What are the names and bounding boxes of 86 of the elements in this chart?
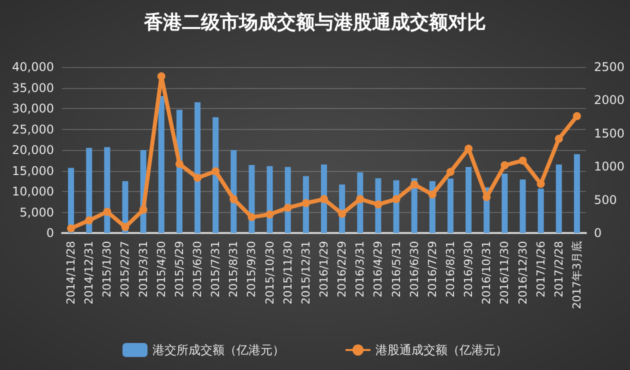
y2-tick-label: 1500: [594, 126, 625, 140]
x-tick-label: 2016/5/31: [390, 241, 403, 298]
point: [103, 208, 112, 216]
legend-label: 港股通成交额（亿港元）: [376, 343, 508, 357]
x-tick-label: 2015/2/27: [118, 241, 132, 298]
point: [536, 180, 545, 188]
y-tick-label: 30,000: [12, 102, 54, 116]
bar: [86, 148, 92, 233]
point: [356, 195, 364, 204]
x-tick-label: 2015/9/30: [245, 241, 258, 298]
point: [320, 195, 328, 204]
x-tick-label: 2014/12/31: [82, 241, 96, 304]
x-tick-label: 2016/12/30: [516, 241, 530, 304]
x-tick-label: 2015/11/30: [281, 241, 294, 304]
bar: [194, 102, 201, 233]
bar: [574, 154, 580, 233]
y-tick-label: 15,000: [12, 164, 54, 178]
chart-title: 香港二级市场成交额与港股通成交额对比: [143, 12, 486, 34]
point: [230, 195, 238, 204]
bar: [466, 167, 472, 233]
x-tick-label: 2015/7/31: [209, 241, 222, 298]
x-tick-label: 2016/1/29: [318, 241, 330, 298]
point: [410, 180, 418, 189]
point: [446, 168, 454, 176]
bar: [158, 96, 164, 233]
y-tick-label: 0: [46, 226, 54, 240]
bar: [520, 179, 526, 233]
x-tick-label: 2017/1/26: [534, 241, 548, 298]
point: [194, 174, 202, 182]
x-tick-label: 2016/9/30: [462, 241, 476, 298]
x-tick-label: 2016/7/29: [426, 241, 439, 298]
legend-label: 港交所成交额（亿港元）: [152, 343, 284, 357]
x-tick-label: 2015/5/29: [172, 241, 186, 298]
x-tick-label: 2016/2/29: [336, 241, 349, 298]
point: [572, 112, 581, 120]
point: [428, 190, 436, 198]
y2-tick-label: 2000: [594, 93, 625, 108]
y2-tick-label: 500: [594, 192, 617, 207]
x-tick-label: 2016/3/31: [354, 241, 367, 298]
point: [248, 213, 256, 222]
x-tick-label: 2015/12/31: [299, 241, 312, 304]
point: [518, 156, 527, 165]
bar: [556, 164, 562, 233]
point: [284, 204, 292, 212]
point: [554, 134, 563, 143]
x-tick-label: 2015/3/31: [136, 241, 150, 298]
bar: [502, 174, 508, 233]
y-tick-label: 35,000: [12, 80, 54, 95]
point: [374, 200, 382, 208]
y2-tick-label: 0: [594, 226, 602, 240]
y-tick-label: 40,000: [12, 60, 54, 74]
y-tick-label: 10,000: [12, 184, 54, 198]
point: [157, 72, 166, 80]
point: [338, 210, 346, 218]
bar: [538, 188, 544, 233]
x-tick-label: 2015/4/30: [154, 241, 168, 298]
point: [266, 210, 274, 218]
point: [392, 195, 400, 204]
bar: [212, 117, 219, 233]
point: [500, 161, 509, 170]
y-tick-label: 20,000: [12, 143, 54, 157]
point: [302, 199, 310, 208]
point: [85, 216, 94, 224]
x-tick-label: 2014/11/28: [64, 241, 78, 304]
x-tick-label: 2015/10/30: [263, 241, 276, 304]
x-tick-label: 2017/2/28: [552, 241, 566, 298]
x-tick-label: 2016/10/31: [480, 241, 494, 304]
point: [121, 223, 130, 232]
x-tick-label: 2016/4/29: [372, 241, 385, 298]
y2-tick-label: 1000: [594, 160, 625, 174]
point: [212, 167, 220, 176]
x-tick-label: 2016/6/30: [408, 241, 421, 298]
x-tick-label: 2016/11/30: [498, 241, 512, 304]
x-tick-label: 2015/6/30: [191, 241, 204, 298]
bar: [447, 178, 454, 233]
x-tick-label: 2017年3月底: [570, 241, 584, 309]
y-tick-label: 5,000: [20, 205, 54, 220]
y2-tick-label: 2500: [594, 60, 625, 74]
x-tick-label: 2015/8/31: [227, 241, 240, 298]
x-tick-label: 2015/1/30: [100, 241, 114, 298]
y-tick-label: 25,000: [12, 122, 54, 136]
point: [67, 224, 76, 232]
point: [175, 160, 184, 168]
bar: [104, 147, 110, 233]
point: [139, 206, 148, 214]
x-tick-label: 2016/8/31: [444, 241, 457, 298]
